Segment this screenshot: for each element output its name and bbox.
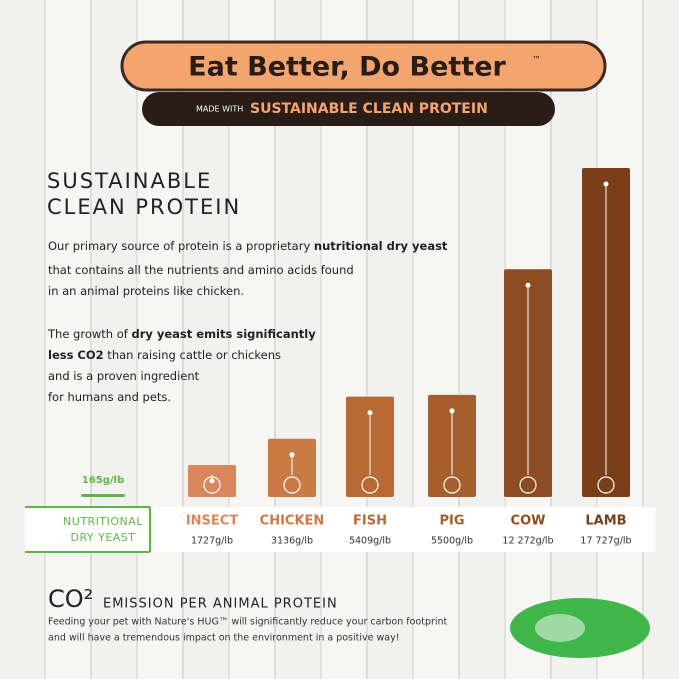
value-label: 1727g/lb [191, 536, 233, 547]
value-label: 5409g/lb [349, 536, 391, 547]
intro-text: The growth of [47, 327, 131, 341]
intro-line: and is a proven ingredient [48, 369, 200, 383]
value-label: 3136g/lb [271, 536, 313, 547]
intro-text: that contains all the nutrients and amin… [48, 263, 354, 277]
footer-title: CO² [48, 585, 93, 613]
header-title: Eat Better, Do Better [188, 52, 506, 83]
category-label-part: DRY YEAST [70, 531, 135, 544]
label-strip [25, 507, 655, 552]
bar-dot [449, 408, 455, 414]
bar-dot [209, 478, 215, 484]
category-label: INSECT [186, 514, 239, 529]
category-label: COW [511, 514, 546, 529]
intro-line: that contains all the nutrients and amin… [48, 263, 354, 277]
intro-text: nutritional dry yeast [314, 239, 448, 253]
heading: SUSTAINABLE [47, 169, 212, 193]
animal-icon [203, 476, 221, 494]
intro-text: for humans and pets. [48, 390, 171, 404]
intro-line: The growth of dry yeast emits significan… [47, 327, 316, 341]
animal-icon [597, 476, 615, 494]
bar-dot [289, 452, 295, 458]
intro-text: and is a proven ingredient [48, 369, 200, 383]
category-label: PIG [439, 514, 464, 529]
header-subtitle: SUSTAINABLE CLEAN PROTEIN [250, 101, 488, 117]
category-label-part: NUTRITIONAL [63, 515, 143, 528]
subtitle-pill [142, 92, 555, 126]
bar [81, 493, 125, 497]
intro-line: for humans and pets. [48, 390, 171, 404]
intro-line: in an animal proteins like chicken. [48, 284, 244, 298]
intro-text: dry yeast emits significantly [131, 327, 316, 341]
category-label: FISH [353, 514, 387, 529]
intro-text: less CO2 [48, 348, 104, 362]
intro-line: less CO2 than raising cattle or chickens [48, 348, 281, 362]
animal-icon [361, 476, 379, 494]
footer-subtitle: EMISSION PER ANIMAL PROTEIN [103, 597, 338, 612]
category-label: NUTRITIONAL DRY YEAST [63, 515, 143, 544]
header-pill [120, 40, 607, 92]
globe-icon [535, 614, 585, 642]
animal-icon [283, 476, 301, 494]
bar-dot [603, 181, 609, 187]
bar-dot [525, 282, 531, 288]
trademark: ™ [532, 56, 541, 66]
animal-icon [443, 476, 461, 494]
bar-dot [367, 410, 373, 416]
value-label: 17 727g/lb [580, 536, 631, 547]
footer-line: Feeding your pet with Nature's HUG™ will… [48, 617, 448, 628]
intro-text: in an animal proteins like chicken. [48, 284, 244, 298]
intro-text: Our primary source of protein is a propr… [48, 239, 314, 253]
value-label: 5500g/lb [431, 536, 473, 547]
heading: CLEAN PROTEIN [47, 195, 241, 219]
animal-icon [519, 476, 537, 494]
category-label: CHICKEN [260, 514, 325, 529]
subtitle-prefix: MADE WITH [196, 105, 243, 114]
value-label: 165g/lb [82, 475, 124, 486]
intro-text: than raising cattle or chickens [104, 348, 281, 362]
category-label: LAMB [585, 514, 626, 529]
strip-accent [25, 506, 151, 553]
footer-line: and will have a tremendous impact on the… [48, 633, 400, 644]
intro-line: Our primary source of protein is a propr… [48, 239, 448, 253]
value-label: 12 272g/lb [502, 536, 553, 547]
